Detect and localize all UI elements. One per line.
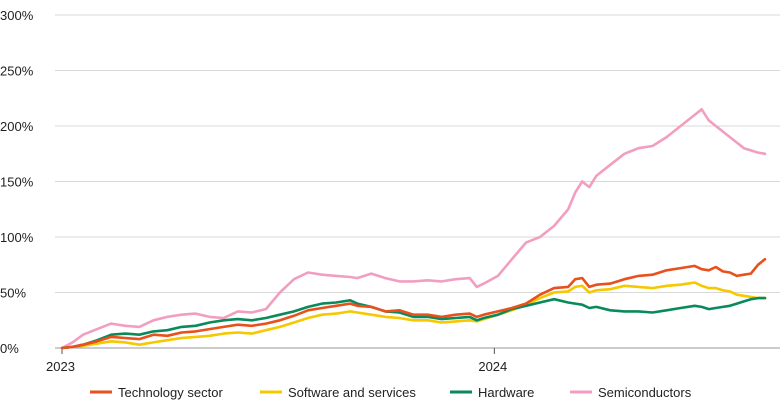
series-line-semiconductors [60, 108, 767, 350]
y-tick-label: 100% [0, 230, 34, 245]
legend-item: Software and services [260, 385, 416, 400]
y-tick-label: 150% [0, 175, 34, 190]
legend-item: Hardware [450, 385, 534, 400]
y-tick-label: 200% [0, 119, 34, 134]
legend-item: Technology sector [90, 385, 223, 400]
legend-label: Technology sector [118, 385, 223, 400]
grid [55, 14, 780, 349]
x-axis-ticks: 2023 2024 [46, 348, 507, 374]
x-tick-label: 2024 [478, 359, 507, 374]
series-line-technology-sector [60, 257, 767, 350]
legend-label: Hardware [478, 385, 534, 400]
legend-label: Semiconductors [598, 385, 692, 400]
legend: Technology sector Software and services Ha… [90, 385, 692, 400]
legend-label: Software and services [288, 385, 416, 400]
y-tick-label: 50% [0, 286, 26, 301]
series-line-software-and-services [60, 281, 767, 350]
series-lines [60, 108, 767, 350]
x-tick-label: 2023 [46, 359, 75, 374]
y-tick-label: 300% [0, 8, 34, 23]
y-tick-label: 0% [0, 341, 19, 356]
y-axis-ticks: 0% 50% 100% 150% 200% 250% 300% [0, 8, 34, 356]
legend-item: Semiconductors [570, 385, 692, 400]
series-line-hardware [60, 296, 767, 350]
y-tick-label: 250% [0, 64, 34, 79]
